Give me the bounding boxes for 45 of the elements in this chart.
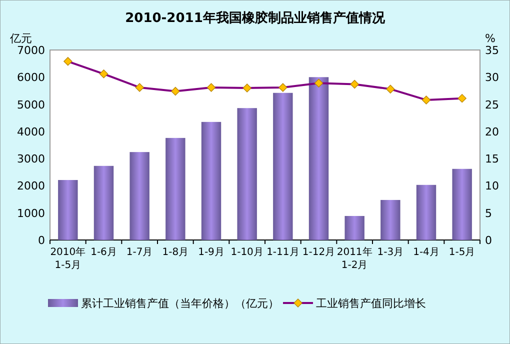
- x-tick-label: 1-12月: [302, 247, 336, 258]
- y2-tick-label: 15: [485, 152, 499, 166]
- bar: [166, 138, 186, 240]
- y2-tick-label: 5: [485, 206, 492, 220]
- y-tick-label: 1000: [17, 206, 45, 220]
- y-tick-label: 3000: [17, 152, 45, 166]
- bar: [58, 180, 78, 240]
- bar: [380, 200, 400, 240]
- y-tick-label: 5000: [17, 98, 45, 112]
- bar: [94, 166, 114, 240]
- x-tick-label: 1-4月: [413, 247, 440, 258]
- x-tick-label: 1-10月: [230, 247, 264, 258]
- legend-label: 工业销售产值同比增长: [316, 297, 426, 310]
- bar: [130, 152, 150, 240]
- bar: [452, 168, 472, 240]
- y-tick-label: 6000: [17, 71, 45, 84]
- y2-tick-label: 35: [485, 44, 499, 57]
- bar: [201, 122, 222, 240]
- x-tick-label: 2011年 1-2月: [336, 246, 372, 271]
- x-tick-label: 1-8月: [162, 247, 189, 258]
- y-tick-label: 7000: [17, 44, 45, 57]
- x-tick-label: 1-5月: [448, 247, 476, 258]
- y2-tick-label: 20: [485, 125, 499, 138]
- y-tick-label: 4000: [17, 125, 45, 138]
- x-tick-label: 2010年 1-5月: [50, 246, 86, 271]
- y2-axis-title: %: [485, 32, 496, 45]
- y2-tick-label: 0: [485, 234, 492, 247]
- bar: [273, 92, 293, 240]
- bar: [344, 216, 364, 240]
- x-tick-label: 1-7月: [126, 247, 153, 258]
- y-tick-label: 0: [38, 234, 45, 247]
- x-tick-label: 1-3月: [377, 247, 404, 258]
- y2-tick-label: 10: [485, 180, 499, 193]
- y-axis-title: 亿元: [9, 32, 32, 45]
- bar: [308, 77, 329, 240]
- x-tick-label: 1-6月: [90, 247, 117, 258]
- y2-tick-label: 25: [485, 98, 499, 112]
- y2-tick-label: 30: [485, 71, 499, 84]
- bar: [237, 108, 257, 240]
- legend-label: 累计工业销售产值（当年价格）（亿元）: [81, 297, 279, 310]
- y-tick-label: 2000: [17, 180, 45, 193]
- x-tick-label: 1-9月: [198, 247, 224, 258]
- bar: [416, 184, 436, 240]
- chart-title: 2010-2011年我国橡胶制品业销售产值情况: [125, 10, 386, 26]
- x-tick-label: 1-11月: [266, 247, 300, 258]
